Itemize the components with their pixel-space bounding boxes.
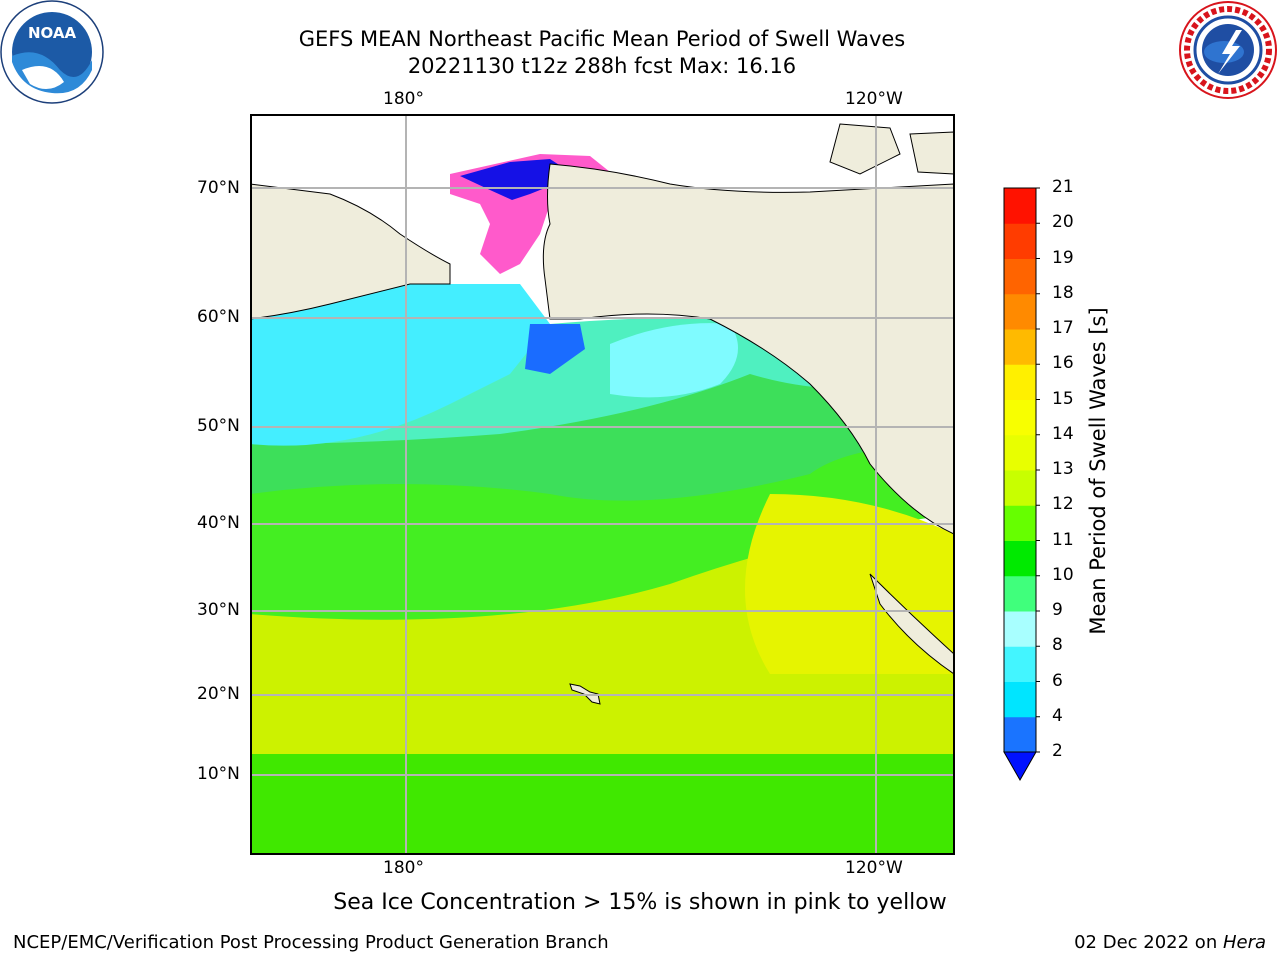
- colorbar-segment: [1004, 329, 1036, 365]
- colorbar-segment: [1004, 364, 1036, 400]
- footer-host: Hera: [1222, 932, 1266, 953]
- colorbar-tick-label: 18: [1052, 282, 1074, 303]
- colorbar-segment: [1004, 716, 1036, 753]
- lon-label-top-180: 180°: [383, 89, 424, 109]
- swell-period-map: [250, 114, 955, 855]
- lat-label-50n: 50°N: [197, 416, 240, 436]
- colorbar-label: Mean Period of Swell Waves [s]: [1086, 307, 1110, 635]
- map-title: GEFS MEAN Northeast Pacific Mean Period …: [298, 27, 906, 51]
- lon-label-bottom-120w: 120°W: [845, 858, 903, 878]
- map-subtitle: 20221130 t12z 288h fcst Max: 16.16: [407, 54, 797, 78]
- ocean-tropics-green: [250, 754, 954, 854]
- colorbar-tick-label: 19: [1052, 247, 1074, 268]
- colorbar-tick-label: 6: [1052, 670, 1063, 691]
- lat-lon-grid: [250, 114, 954, 854]
- land-canada-islands: [829, 123, 901, 175]
- colorbar-tick-label: 9: [1052, 600, 1063, 620]
- bering-sea: [250, 263, 550, 446]
- colorbar-tick-label: 11: [1052, 529, 1074, 550]
- colorbar-segment: [1004, 434, 1036, 471]
- svg-text:NOAA: NOAA: [28, 24, 77, 42]
- footer-date: 02 Dec 2022 on Hera: [1074, 932, 1266, 953]
- colorbar-segment: [1004, 258, 1036, 295]
- colorbar-segment: [1004, 575, 1036, 612]
- lat-label-70n: 70°N: [197, 178, 240, 198]
- land-baja: [869, 573, 954, 675]
- colorbar-tick-label: 15: [1052, 388, 1074, 409]
- lat-label-40n: 40°N: [197, 513, 240, 533]
- colorbar-segment: [1004, 399, 1036, 436]
- colorbar-tick-label: 8: [1052, 635, 1063, 656]
- bristol-bay: [525, 324, 585, 374]
- nws-logo: [1179, 1, 1277, 99]
- colorbar-tick-label: 10: [1052, 564, 1074, 585]
- colorbar-segment: [1004, 505, 1036, 541]
- colorbar-tick-label: 21: [1052, 177, 1074, 197]
- colorbar: [1003, 187, 1040, 782]
- colorbar-tick-label: 12: [1052, 494, 1074, 515]
- colorbar-tick-label: 14: [1052, 423, 1074, 444]
- colorbar-segment: [1004, 646, 1036, 682]
- lat-label-20n: 20°N: [197, 684, 240, 704]
- colorbar-segment: [1004, 223, 1036, 259]
- chukchi-ice: [460, 159, 570, 200]
- lat-label-60n: 60°N: [197, 307, 240, 327]
- noaa-logo: NOAA: [0, 0, 104, 104]
- gulf-of-alaska-cyan: [610, 323, 738, 398]
- land-canada-islands-2: [909, 131, 954, 175]
- sea-ice-caption: Sea Ice Concentration > 15% is shown in …: [333, 890, 947, 915]
- colorbar-segment: [1004, 681, 1036, 718]
- colorbar-segment: [1004, 293, 1036, 330]
- lat-label-30n: 30°N: [197, 600, 240, 620]
- colorbar-segment: [1004, 470, 1036, 506]
- lon-label-top-120w: 120°W: [845, 89, 903, 109]
- colorbar-tick-label: 16: [1052, 353, 1074, 374]
- colorbar-tick-label: 2: [1052, 741, 1063, 761]
- map-frame: [250, 114, 955, 855]
- colorbar-tick-label: 13: [1052, 459, 1074, 479]
- colorbar-tick-label: 20: [1052, 212, 1074, 233]
- footer-credit: NCEP/EMC/Verification Post Processing Pr…: [13, 932, 609, 953]
- colorbar-segment: [1004, 540, 1036, 577]
- colorbar-tick-label: 4: [1052, 705, 1063, 726]
- land-siberia: [250, 183, 451, 320]
- lat-label-10n: 10°N: [197, 764, 240, 784]
- colorbar-extend-arrow: [1003, 751, 1037, 782]
- footer-date-text: 02 Dec 2022 on: [1074, 932, 1223, 953]
- colorbar-tick-label: 17: [1052, 318, 1074, 338]
- lon-label-bottom-180: 180°: [383, 858, 424, 878]
- colorbar-segment: [1004, 188, 1036, 224]
- colorbar-segment: [1004, 611, 1036, 647]
